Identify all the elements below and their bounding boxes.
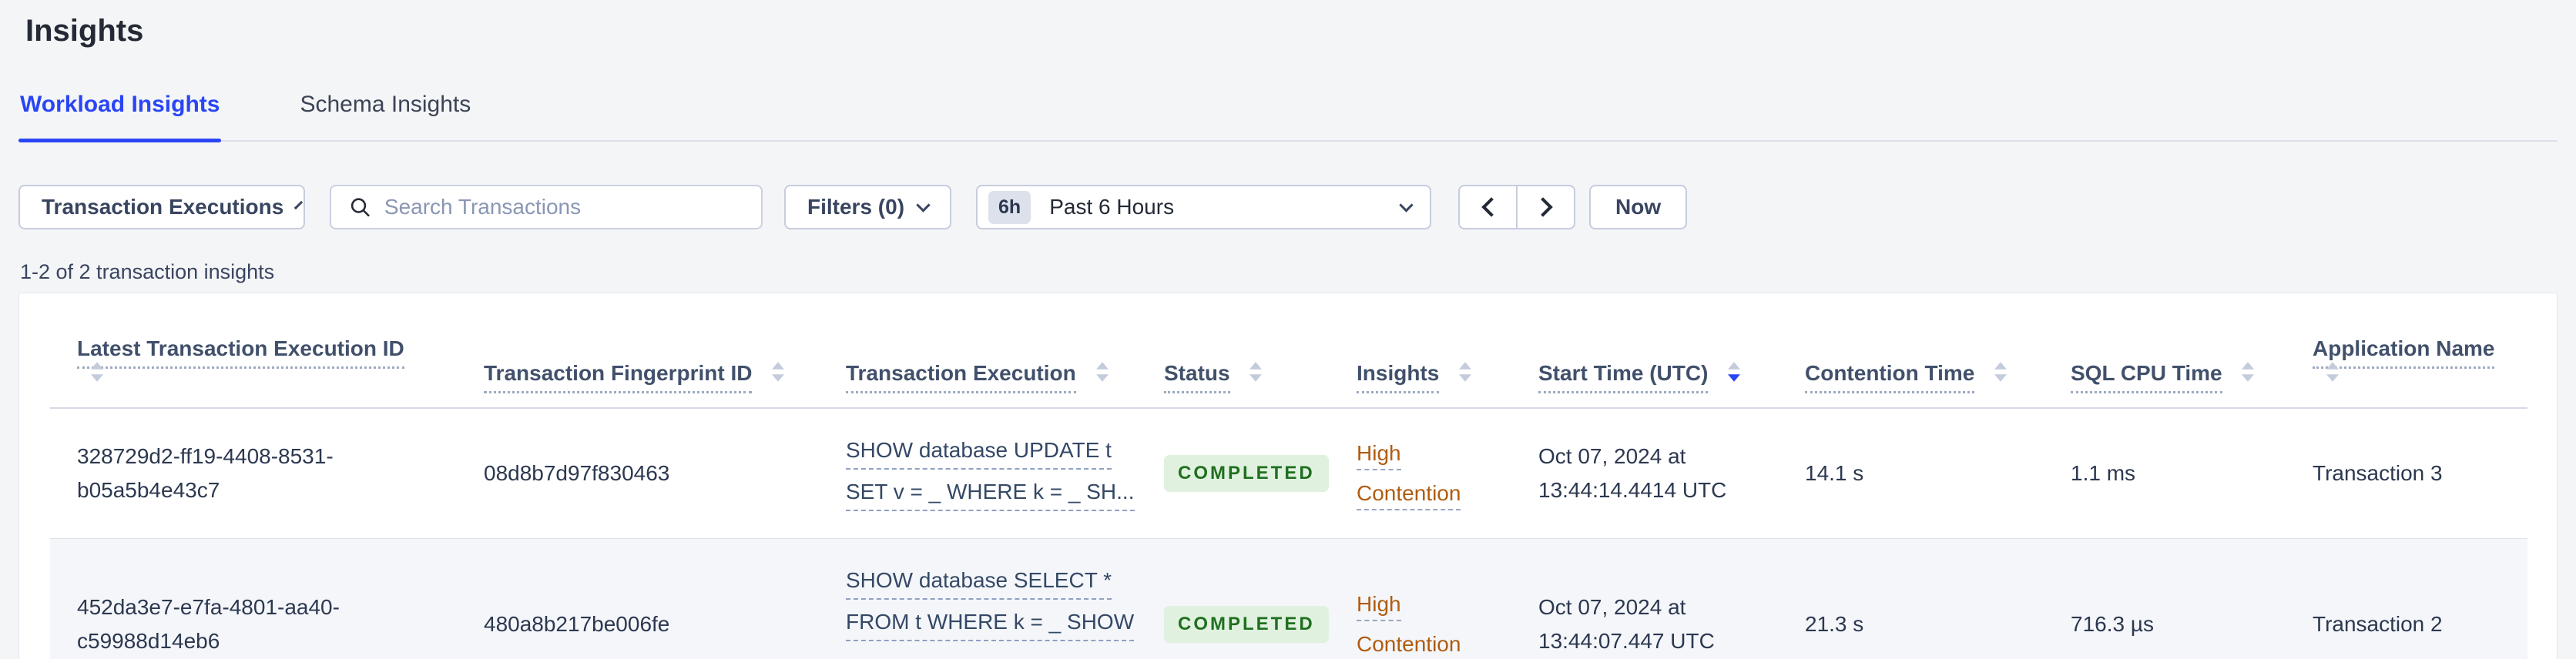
cell-status: COMPLETED [1137,408,1330,539]
chevron-left-icon [1481,197,1501,217]
sort-icon [1249,362,1263,382]
status-badge: COMPLETED [1164,606,1329,643]
results-count: 1-2 of 2 transaction insights [20,260,275,283]
table-row: 452da3e7-e7fa-4801-aa40-c59988d14eb6 480… [50,538,2527,659]
statement-link-line[interactable]: SHOW database SELECT * [846,566,1112,600]
next-time-button[interactable] [1516,185,1576,229]
cell-application-name: Transaction 3 [2286,408,2527,539]
column-header-label: Insights [1357,361,1440,393]
toolbar: Transaction Executions Filters (0) 6h Pa… [18,185,2558,229]
table-header-row: Latest Transaction Execution ID Transact… [50,293,2527,409]
table-row: 328729d2-ff19-4408-8531-b05a5b4e43c7 08d… [50,408,2527,539]
cell-insights: High Contention [1330,408,1511,539]
insight-link[interactable]: High Contention [1357,592,1461,659]
column-header-label: Application Name [2313,336,2495,369]
insight-link[interactable]: High Contention [1357,441,1461,510]
sort-icon [1095,362,1109,382]
cell-execution-id: 328729d2-ff19-4408-8531-b05a5b4e43c7 [50,408,457,539]
tab-bar: Workload Insights Schema Insights [18,91,2558,142]
column-header[interactable]: Start Time (UTC) [1511,293,1778,409]
status-badge: COMPLETED [1164,455,1329,492]
column-header-label: Status [1164,361,1230,393]
search-input[interactable] [384,195,744,219]
column-header-label: Latest Transaction Execution ID [77,336,404,369]
chevron-down-icon [916,197,931,212]
column-header-label: Contention Time [1805,361,1975,393]
column-header[interactable]: Application Name [2286,293,2527,409]
statement-link-line[interactable]: ... [846,649,864,659]
cell-execution-id: 452da3e7-e7fa-4801-aa40-c59988d14eb6 [50,538,457,659]
statement-link-line[interactable]: SET v = _ WHERE k = _ SH... [846,477,1135,511]
sort-icon [1728,362,1741,382]
sort-icon [2242,362,2255,382]
column-header[interactable]: Status [1137,293,1330,409]
column-header-label: Start Time (UTC) [1538,361,1709,393]
cell-application-name: Transaction 2 [2286,538,2527,659]
chevron-right-icon [1532,197,1553,217]
cell-start-time: Oct 07, 2024 at 13:44:07.447 UTC [1511,538,1778,659]
sort-icon [1459,362,1472,382]
sort-icon [1994,362,2007,382]
table-body: 328729d2-ff19-4408-8531-b05a5b4e43c7 08d… [50,408,2527,659]
column-header[interactable]: Contention Time [1778,293,2044,409]
cell-contention-time: 14.1 s [1778,408,2044,539]
cell-start-time: Oct 07, 2024 at 13:44:14.4414 UTC [1511,408,1778,539]
time-range-picker[interactable]: 6h Past 6 Hours [976,185,1432,229]
column-header-label: SQL CPU Time [2071,361,2222,393]
column-header[interactable]: SQL CPU Time [2044,293,2286,409]
statement-link-line[interactable]: SHOW database UPDATE t [846,436,1112,470]
tab-schema-insights[interactable]: Schema Insights [300,92,471,117]
sort-icon [2326,362,2339,382]
column-header[interactable]: Insights [1330,293,1511,409]
cell-fingerprint-id: 480a8b217be006fe [457,538,819,659]
filters-label: Filters (0) [807,195,905,219]
cell-transaction-execution: SHOW database UPDATE t SET v = _ WHERE k … [819,408,1137,539]
execution-type-dropdown[interactable]: Transaction Executions [18,185,305,229]
cell-fingerprint-id: 08d8b7d97f830463 [457,408,819,539]
sort-icon [91,362,103,382]
page-title: Insights [25,14,144,48]
filters-dropdown[interactable]: Filters (0) [784,185,952,229]
search-box[interactable] [330,185,763,229]
cell-sql-cpu-time: 716.3 µs [2044,538,2286,659]
tab-workload-insights[interactable]: Workload Insights [18,91,222,142]
time-pager [1458,185,1576,229]
column-header[interactable]: Transaction Execution [819,293,1137,409]
cell-sql-cpu-time: 1.1 ms [2044,408,2286,539]
cell-transaction-execution: SHOW database SELECT * FROM t WHERE k = _… [819,538,1137,659]
search-icon [351,198,370,217]
column-header-label: Transaction Fingerprint ID [484,361,753,393]
cell-contention-time: 21.3 s [1778,538,2044,659]
now-button[interactable]: Now [1589,185,1688,229]
cell-insights: High Contention [1330,538,1511,659]
time-range-badge: 6h [988,190,1031,224]
time-range-label: Past 6 Hours [1049,195,1175,219]
previous-time-button[interactable] [1458,185,1518,229]
execution-type-label: Transaction Executions [42,195,284,219]
chevron-down-icon [1399,197,1414,212]
insights-table-card: Latest Transaction Execution ID Transact… [18,293,2558,659]
column-header-label: Transaction Execution [846,361,1076,393]
transaction-insights-table: Latest Transaction Execution ID Transact… [50,293,2527,659]
sort-icon [772,362,785,382]
statement-link-line[interactable]: FROM t WHERE k = _ SHOW [846,607,1135,641]
column-header[interactable]: Transaction Fingerprint ID [457,293,819,409]
column-header[interactable]: Latest Transaction Execution ID [50,293,457,409]
chevron-down-icon [294,200,304,209]
cell-status: COMPLETED [1137,538,1330,659]
